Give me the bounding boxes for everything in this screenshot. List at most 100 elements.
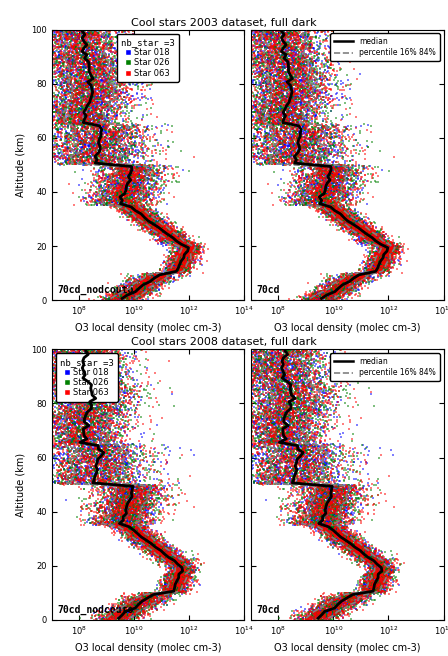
Point [134, 491, 141, 502]
Point [99, 435, 106, 445]
Point [160, 232, 167, 243]
Point [120, 607, 127, 617]
Point [384, 268, 392, 279]
Point [276, 139, 283, 150]
Point [111, 166, 118, 176]
Point [299, 380, 306, 390]
Point [93, 96, 100, 107]
Point [283, 443, 290, 453]
Point [121, 516, 128, 526]
Point [288, 92, 295, 103]
Point [95, 148, 102, 158]
Point [312, 68, 319, 79]
Point [73, 401, 81, 412]
Point [318, 178, 325, 189]
Point [363, 230, 370, 241]
Point [360, 276, 367, 286]
Point [131, 499, 138, 510]
Point [329, 175, 336, 186]
Point [95, 154, 103, 164]
Point [253, 364, 260, 375]
Point [385, 246, 392, 256]
Point [86, 438, 93, 448]
Point [307, 291, 314, 301]
Point [114, 489, 121, 499]
Point [48, 434, 56, 445]
Point [83, 37, 90, 48]
Point [286, 87, 293, 98]
Point [80, 395, 87, 405]
Point [286, 365, 293, 375]
Point [130, 508, 137, 519]
Point [171, 480, 178, 491]
Point [138, 207, 145, 218]
Point [162, 562, 169, 573]
Point [88, 487, 95, 498]
Point [270, 142, 277, 152]
Point [120, 189, 127, 199]
Point [320, 454, 327, 464]
Point [146, 215, 153, 226]
Point [190, 252, 198, 262]
Point [111, 605, 118, 615]
Point [345, 201, 353, 212]
Point [327, 292, 334, 302]
Point [159, 231, 166, 241]
Point [270, 71, 277, 81]
Point [265, 117, 272, 127]
Point [146, 171, 154, 182]
Point [313, 168, 320, 178]
Point [129, 196, 136, 207]
Point [142, 530, 150, 541]
Point [163, 262, 170, 273]
Point [94, 110, 101, 120]
Point [138, 369, 145, 379]
Point [119, 494, 126, 504]
Point [282, 28, 289, 39]
Point [322, 500, 329, 510]
Point [180, 561, 187, 571]
Point [347, 486, 354, 497]
Point [339, 215, 346, 225]
Point [135, 526, 142, 537]
Point [63, 405, 70, 416]
Point [258, 438, 265, 448]
Point [269, 344, 276, 355]
Point [373, 586, 380, 596]
Point [70, 431, 78, 441]
Point [365, 226, 372, 236]
Point [178, 569, 185, 579]
Point [146, 527, 153, 537]
Point [166, 554, 173, 564]
Point [65, 64, 73, 74]
Point [386, 242, 393, 253]
Point [149, 543, 156, 553]
Point [106, 474, 113, 484]
Point [174, 573, 181, 584]
Point [107, 142, 114, 153]
Point [345, 144, 352, 154]
Point [140, 173, 147, 183]
Point [287, 501, 294, 511]
Point [90, 396, 97, 407]
Point [320, 495, 327, 506]
Point [290, 52, 297, 63]
Point [109, 348, 116, 359]
Point [363, 234, 370, 245]
Point [76, 462, 83, 473]
Point [286, 93, 293, 104]
Point [342, 163, 349, 174]
Point [137, 526, 144, 537]
Point [125, 185, 132, 195]
Point [125, 207, 132, 217]
Point [131, 173, 138, 184]
Point [149, 274, 156, 284]
Point [308, 113, 315, 124]
Point [314, 520, 322, 530]
Point [284, 92, 291, 102]
Point [74, 405, 82, 416]
Point [64, 377, 71, 388]
Point [290, 464, 297, 475]
Point [381, 558, 388, 569]
Point [52, 54, 59, 64]
